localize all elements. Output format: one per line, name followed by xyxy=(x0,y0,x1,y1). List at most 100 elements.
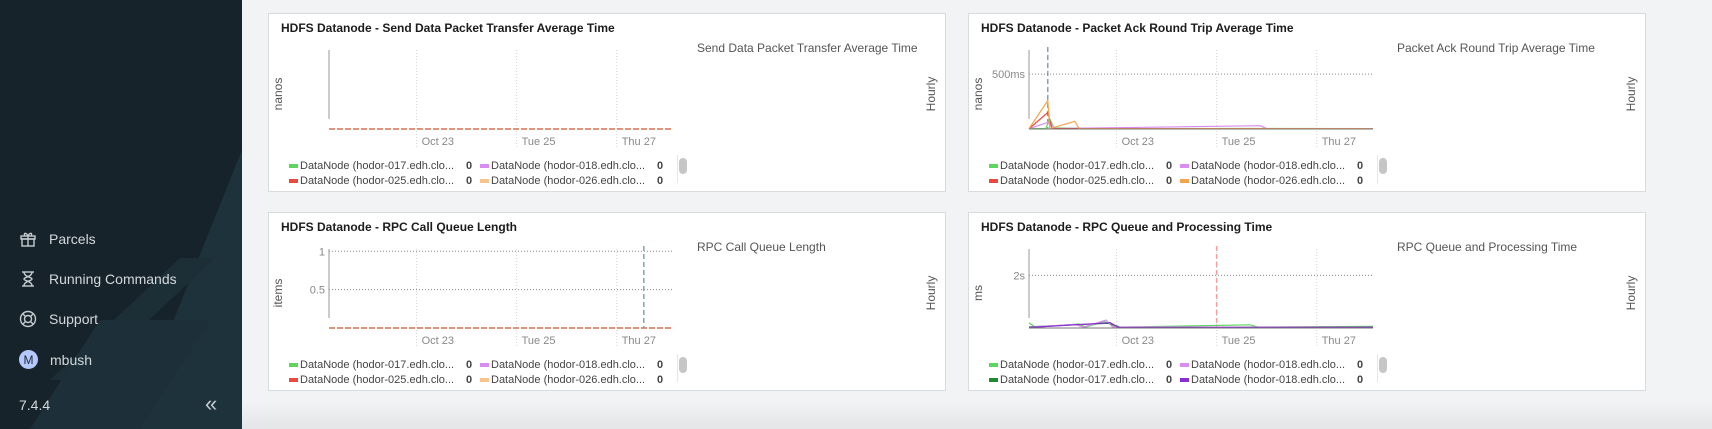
legend-item[interactable]: DataNode (hodor-017.edh.clo... 0 xyxy=(989,374,1172,386)
gift-icon xyxy=(20,232,36,247)
sidebar-item-label: mbush xyxy=(50,351,93,368)
sidebar-item-label: Running Commands xyxy=(49,271,177,287)
sidebar-item-running-commands[interactable]: Running Commands xyxy=(19,270,177,288)
legend-title: RPC Call Queue Length xyxy=(697,240,826,254)
legend-swatch xyxy=(480,378,489,382)
legend-value: 0 xyxy=(1357,359,1364,371)
legend-item[interactable]: DataNode (hodor-018.edh.clo... 0 xyxy=(1180,374,1363,386)
sidebar-background-decoration xyxy=(30,150,242,429)
legend-scrollbar[interactable] xyxy=(677,155,687,183)
legend-value: 0 xyxy=(1166,374,1173,386)
legend-label: DataNode (hodor-018.edh.clo... xyxy=(491,359,646,371)
legend-label: DataNode (hodor-026.edh.clo... xyxy=(491,374,646,386)
legend-label: DataNode (hodor-017.edh.clo... xyxy=(300,359,455,371)
chart-plot: Oct 23 Tue 25 Thu 27 500ms xyxy=(992,47,1374,149)
legend-scrollbar[interactable] xyxy=(1377,155,1387,183)
legend-label: DataNode (hodor-025.edh.clo... xyxy=(300,374,455,386)
legend-label: DataNode (hodor-026.edh.clo... xyxy=(491,175,646,187)
legend-label: DataNode (hodor-017.edh.clo... xyxy=(1000,160,1155,172)
scrollbar-thumb[interactable] xyxy=(679,357,687,373)
legend-label: DataNode (hodor-026.edh.clo... xyxy=(1191,175,1346,187)
legend-item[interactable]: DataNode (hodor-017.edh.clo... 0 xyxy=(289,160,472,172)
legend-item[interactable]: DataNode (hodor-017.edh.clo... 0 xyxy=(289,359,472,371)
sidebar-item-user[interactable]: M mbush xyxy=(19,350,92,369)
legend-swatch xyxy=(1180,179,1189,183)
scrollbar-thumb[interactable] xyxy=(679,158,687,174)
legend-value: 0 xyxy=(466,160,473,172)
x-tick-label: Oct 23 xyxy=(422,335,454,347)
legend-item[interactable]: DataNode (hodor-025.edh.clo... 0 xyxy=(289,374,472,386)
series-line xyxy=(1028,117,1374,130)
legend-item[interactable]: DataNode (hodor-026.edh.clo... 0 xyxy=(1180,175,1363,187)
x-tick-label: Tue 25 xyxy=(522,335,556,347)
legend-label: DataNode (hodor-018.edh.clo... xyxy=(491,160,646,172)
chart-panel: HDFS Datanode - Packet Ack Round Trip Av… xyxy=(968,13,1646,192)
x-tick-label: Oct 23 xyxy=(422,136,454,148)
series-line xyxy=(1028,121,1374,130)
legend-swatch xyxy=(1180,378,1189,382)
y-tick-label: 2s xyxy=(1013,270,1025,282)
legend-value: 0 xyxy=(1357,175,1364,187)
chart-plot: Oct 23 Tue 25 Thu 27 xyxy=(328,50,673,149)
x-tick-label: Thu 27 xyxy=(1322,335,1356,347)
legend-value: 0 xyxy=(657,359,664,371)
legend-swatch xyxy=(289,378,298,382)
legend-item[interactable]: DataNode (hodor-025.edh.clo... 0 xyxy=(989,175,1172,187)
version-label: 7.4.4 xyxy=(19,397,51,413)
x-tick-label: Tue 25 xyxy=(1222,335,1256,347)
legend-label: DataNode (hodor-017.edh.clo... xyxy=(300,160,455,172)
double-chevron-left-icon[interactable]: « xyxy=(205,391,218,416)
legend-value: 0 xyxy=(657,374,664,386)
avatar: M xyxy=(19,350,38,369)
sidebar-item-parcels[interactable]: Parcels xyxy=(19,230,96,248)
lifebuoy-icon xyxy=(19,310,37,328)
legend-item[interactable]: DataNode (hodor-017.edh.clo... 0 xyxy=(989,359,1172,371)
x-tick-label: Tue 25 xyxy=(1222,136,1256,148)
scrollbar-thumb[interactable] xyxy=(1379,158,1387,174)
chart-title: HDFS Datanode - Packet Ack Round Trip Av… xyxy=(981,21,1294,35)
legend-label: DataNode (hodor-025.edh.clo... xyxy=(300,175,455,187)
chart-panel: HDFS Datanode - RPC Queue and Processing… xyxy=(968,212,1646,391)
legend-item[interactable]: DataNode (hodor-018.edh.clo... 0 xyxy=(480,359,663,371)
legend-item[interactable]: DataNode (hodor-017.edh.clo... 0 xyxy=(989,160,1172,172)
legend-item[interactable]: DataNode (hodor-026.edh.clo... 0 xyxy=(480,175,663,187)
legend-swatch xyxy=(480,179,489,183)
x-tick-label: Oct 23 xyxy=(1122,335,1154,347)
legend-title: RPC Queue and Processing Time xyxy=(1397,240,1578,254)
legend-title: Send Data Packet Transfer Average Time xyxy=(697,41,918,55)
x-tick-label: Thu 27 xyxy=(1322,136,1356,148)
x-tick-label: Oct 23 xyxy=(1122,136,1154,148)
legend-value: 0 xyxy=(1166,175,1173,187)
legend-item[interactable]: DataNode (hodor-018.edh.clo... 0 xyxy=(1180,160,1363,172)
legend-scrollbar[interactable] xyxy=(677,354,687,382)
legend-label: DataNode (hodor-018.edh.clo... xyxy=(1191,359,1346,371)
legend-item[interactable]: DataNode (hodor-026.edh.clo... 0 xyxy=(480,374,663,386)
y-tick-label: 0.5 xyxy=(310,285,325,297)
chart-panel: HDFS Datanode - Send Data Packet Transfe… xyxy=(268,13,946,192)
legend-value: 0 xyxy=(1166,359,1173,371)
x-tick-label: Thu 27 xyxy=(622,335,656,347)
legend-swatch xyxy=(989,179,998,183)
legend-label: DataNode (hodor-017.edh.clo... xyxy=(1000,359,1155,371)
chart-title: HDFS Datanode - RPC Queue and Processing… xyxy=(981,220,1273,234)
legend-swatch xyxy=(989,378,998,382)
chart-plot: Oct 23 Tue 25 Thu 27 2s xyxy=(1013,246,1374,348)
legend-item[interactable]: DataNode (hodor-018.edh.clo... 0 xyxy=(480,160,663,172)
legend-label: DataNode (hodor-018.edh.clo... xyxy=(1191,374,1346,386)
legend-value: 0 xyxy=(657,175,664,187)
hourglass-icon xyxy=(22,271,34,287)
legend-swatch xyxy=(289,164,298,168)
page-bottom xyxy=(242,400,1712,429)
legend-item[interactable]: DataNode (hodor-018.edh.clo... 0 xyxy=(1180,359,1363,371)
sidebar-item-support[interactable]: Support xyxy=(19,310,98,328)
scrollbar-thumb[interactable] xyxy=(1379,357,1387,373)
legend-item[interactable]: DataNode (hodor-025.edh.clo... 0 xyxy=(289,175,472,187)
legend-value: 0 xyxy=(657,160,664,172)
legend-swatch xyxy=(1180,164,1189,168)
chart-title: HDFS Datanode - Send Data Packet Transfe… xyxy=(281,21,615,35)
legend-value: 0 xyxy=(466,374,473,386)
legend-swatch xyxy=(289,179,298,183)
chart-plot: Oct 23 Tue 25 Thu 27 1 0.5 xyxy=(310,246,673,348)
sidebar-item-label: Support xyxy=(49,311,99,327)
legend-scrollbar[interactable] xyxy=(1377,354,1387,382)
